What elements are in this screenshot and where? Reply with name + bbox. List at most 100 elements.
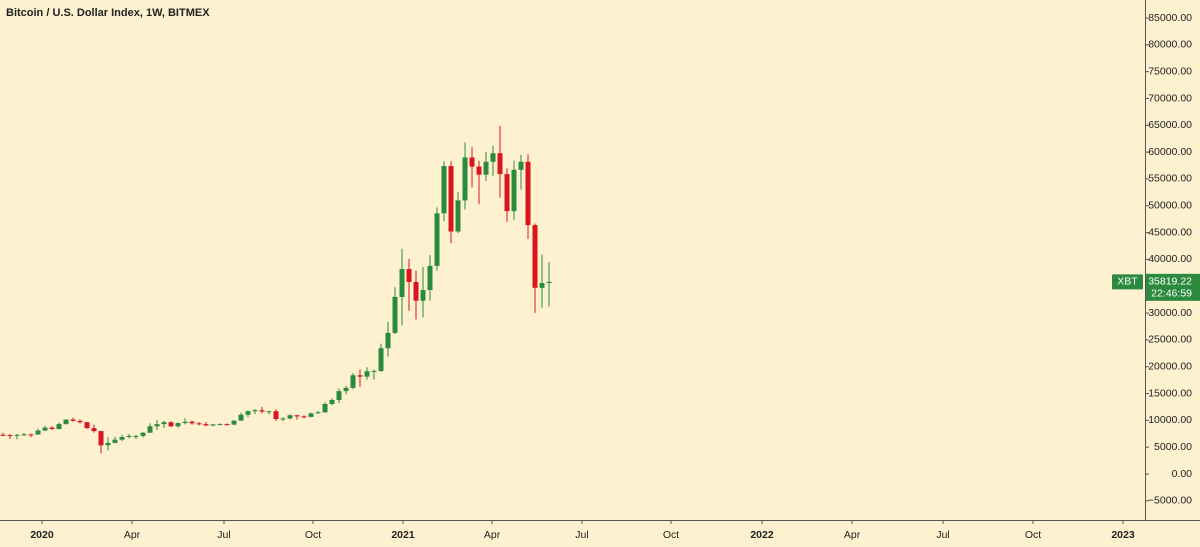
candle-body: [315, 412, 321, 414]
x-tick-label: Jul: [936, 529, 949, 541]
candle-body: [532, 225, 538, 288]
x-tick-label: Apr: [484, 529, 501, 541]
candle-body: [14, 434, 20, 436]
candle-body: [364, 371, 370, 377]
y-tick-label: 70000.00: [1148, 92, 1192, 104]
y-tick-label: 55000.00: [1148, 173, 1192, 185]
chart-title: Bitcoin / U.S. Dollar Index, 1W, BITMEX: [6, 7, 210, 19]
y-tick-label: 45000.00: [1148, 226, 1192, 238]
y-tick-label: 15000.00: [1148, 387, 1192, 399]
candle-body: [21, 434, 27, 436]
candle-body: [28, 434, 34, 436]
candle-body: [511, 169, 517, 212]
candle-body: [63, 419, 69, 425]
candle-body: [399, 269, 405, 297]
x-tick-label: Apr: [124, 529, 141, 541]
candle-body: [371, 370, 377, 372]
candle-body: [49, 427, 55, 429]
y-tick-label: 65000.00: [1148, 119, 1192, 131]
x-tick-label: Oct: [1025, 529, 1041, 541]
candle-body: [406, 269, 412, 282]
candle-body: [483, 161, 489, 175]
candle-body: [245, 411, 251, 415]
candle-body: [77, 420, 83, 423]
x-tick-label: 2022: [750, 529, 774, 541]
candle-body: [455, 200, 461, 232]
y-tick-label: 85000.00: [1148, 12, 1192, 24]
candle-body: [126, 435, 132, 437]
candle-body: [133, 435, 139, 437]
candle-body: [161, 422, 167, 425]
candle-body: [294, 415, 300, 417]
y-tick-label: 50000.00: [1148, 200, 1192, 212]
candle-body: [119, 436, 125, 440]
x-tick-label: 2023: [1111, 529, 1135, 541]
candle-body: [280, 418, 286, 420]
candle-body: [231, 420, 237, 425]
candle-body: [266, 411, 272, 413]
candle-body: [469, 157, 475, 167]
y-tick-label: 30000.00: [1148, 307, 1192, 319]
candle-body: [497, 153, 503, 175]
price-badge: [1146, 273, 1200, 301]
candle-body: [490, 153, 496, 162]
candle-body: [175, 423, 181, 427]
candle-body: [182, 421, 188, 424]
candle-body: [434, 213, 440, 266]
y-tick-label: 5000.00: [1154, 441, 1192, 453]
candle-body: [427, 265, 433, 290]
candle-body: [56, 424, 62, 429]
x-tick-label: Apr: [844, 529, 861, 541]
candle-body: [301, 416, 307, 418]
candle-body: [252, 410, 258, 412]
candle-body: [196, 423, 202, 425]
candle-body: [539, 283, 545, 288]
candle-body: [476, 166, 482, 175]
candle-body: [329, 399, 335, 404]
candle-body: [70, 419, 76, 421]
symbol-label: XBT: [1117, 276, 1138, 288]
x-tick-label: Oct: [305, 529, 321, 541]
candle-body: [343, 387, 349, 392]
candle-body: [448, 166, 454, 232]
symbol-badge: [1112, 274, 1143, 290]
x-tick-label: Jul: [575, 529, 588, 541]
candle-body: [217, 424, 223, 426]
candle-body: [385, 332, 391, 349]
candle-body: [287, 415, 293, 419]
y-tick-label: −5000.00: [1148, 495, 1192, 507]
y-tick-label: 40000.00: [1148, 253, 1192, 265]
y-tick-label: 75000.00: [1148, 65, 1192, 77]
candle-body: [189, 421, 195, 424]
candle-body: [91, 428, 97, 432]
y-tick-label: 20000.00: [1148, 360, 1192, 372]
candle-body: [518, 161, 524, 170]
y-tick-label: 10000.00: [1148, 414, 1192, 426]
candle-body: [378, 348, 384, 371]
y-tick-label: 60000.00: [1148, 146, 1192, 158]
candle-body: [525, 161, 531, 226]
candle-body: [112, 439, 118, 443]
candle-body: [322, 403, 328, 413]
candle-body: [105, 442, 111, 446]
countdown-label: 22:46:59: [1151, 288, 1192, 300]
candle-body: [35, 430, 41, 435]
candle-body: [168, 422, 174, 427]
candle-body: [546, 281, 552, 284]
candle-body: [224, 424, 230, 426]
candle-body: [357, 375, 363, 377]
candle-body: [441, 166, 447, 214]
candle-body: [210, 424, 216, 426]
candle-body: [350, 375, 356, 388]
candle-body: [154, 424, 160, 427]
x-tick-label: 2020: [30, 529, 54, 541]
candle-body: [462, 157, 468, 201]
candle-body: [42, 427, 48, 431]
x-tick-label: 2021: [391, 529, 415, 541]
candle-body: [273, 411, 279, 420]
candle-body: [259, 410, 265, 412]
candle-body: [98, 431, 104, 446]
candle-body: [140, 432, 146, 436]
